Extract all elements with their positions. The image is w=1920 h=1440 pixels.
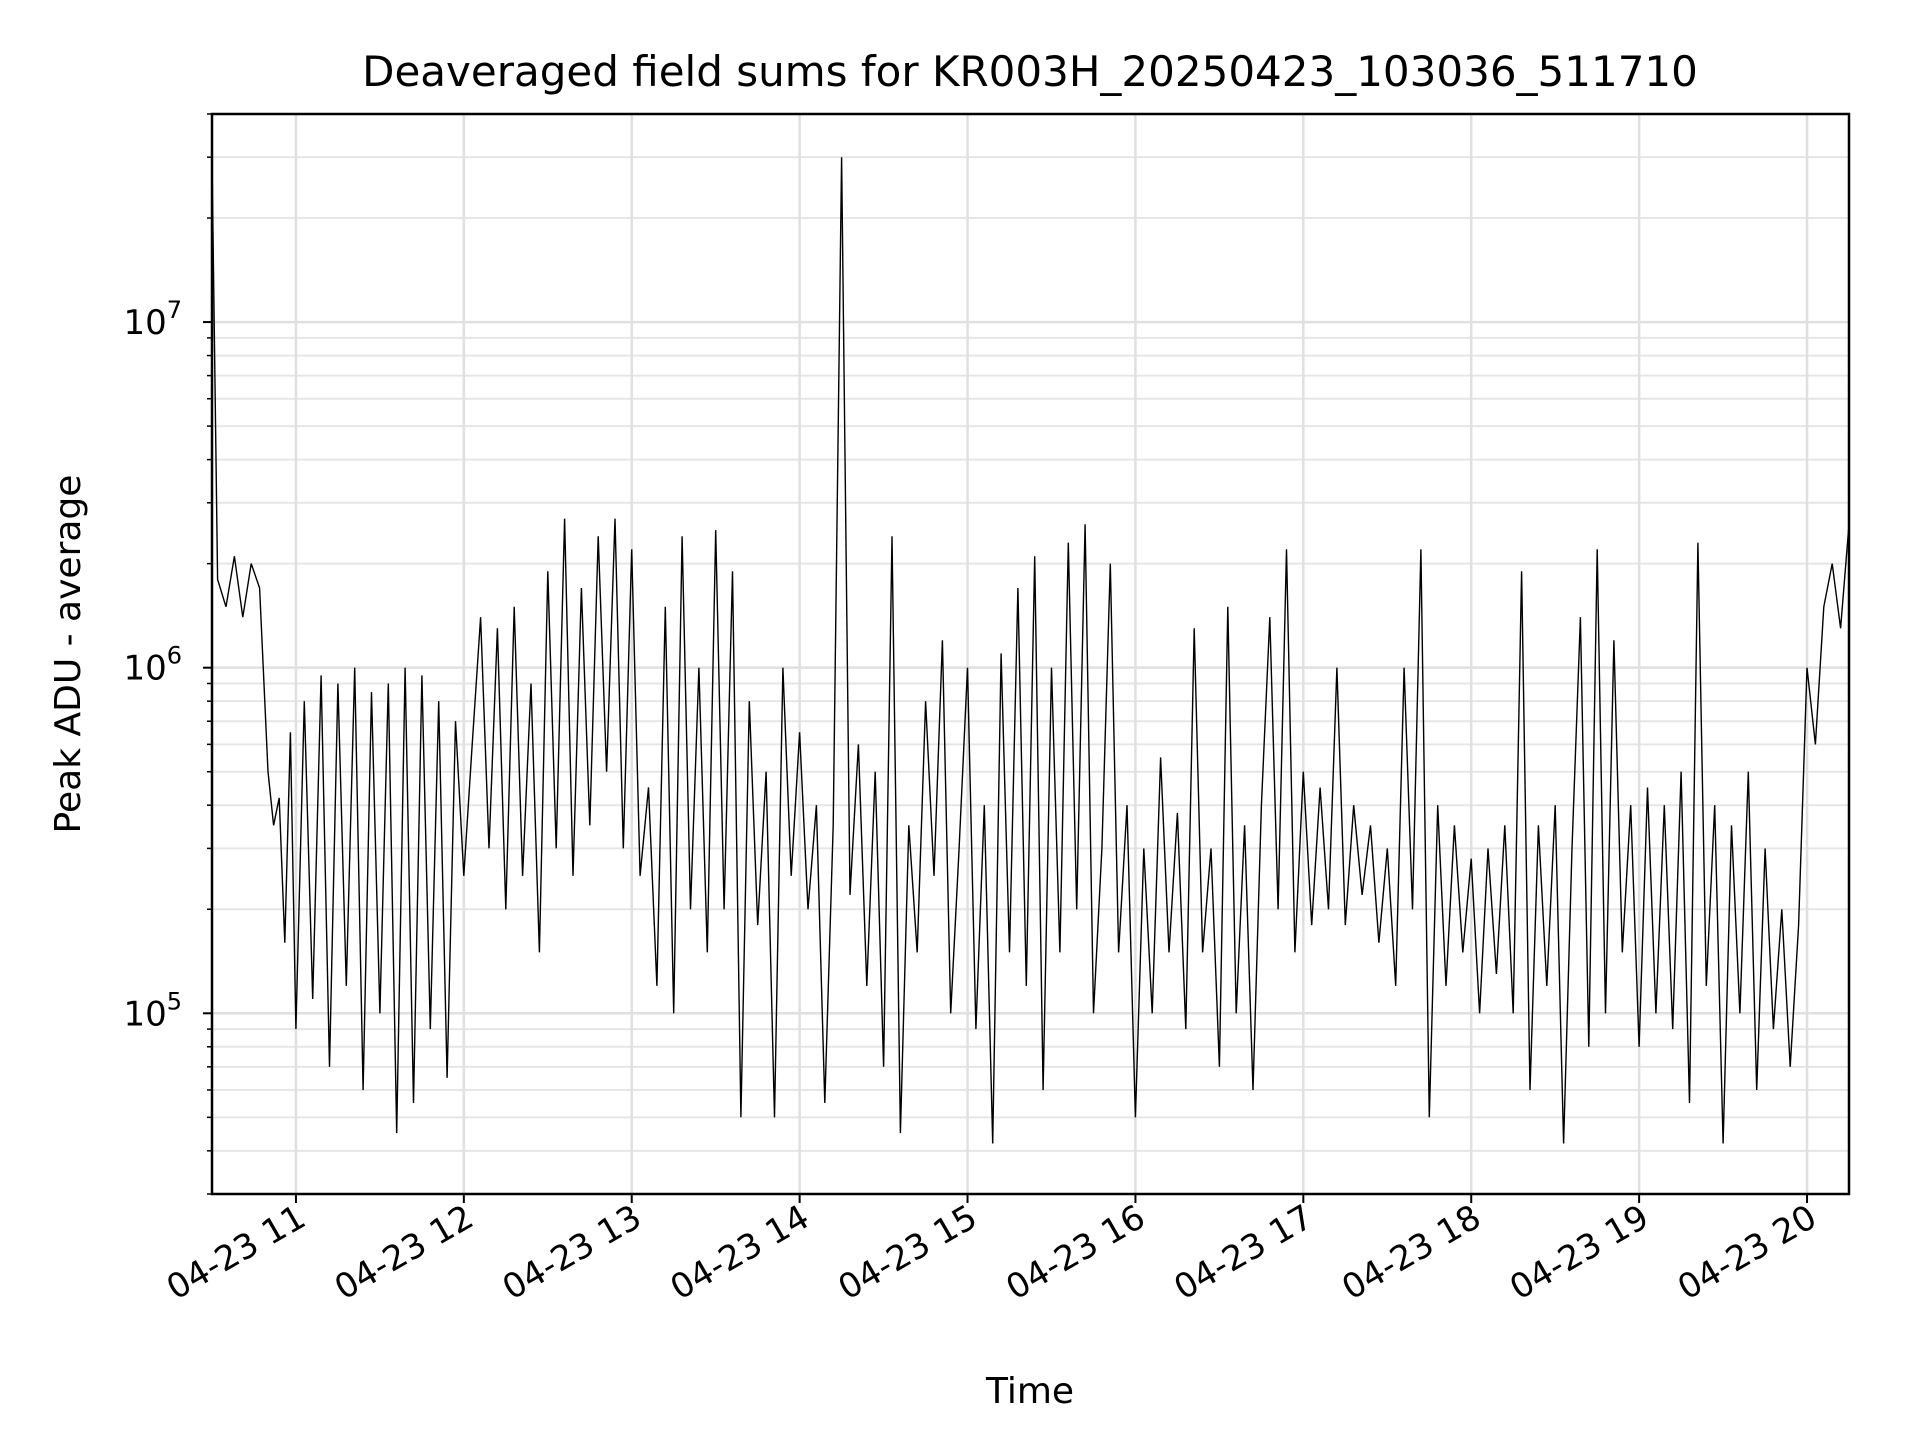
chart-title: Deaveraged field sums for KR003H_2025042…: [362, 47, 1698, 96]
y-tick-label: 107: [123, 296, 182, 343]
y-axis-label: Peak ADU - average: [48, 475, 89, 834]
y-tick-label: 106: [123, 642, 182, 689]
data-series: [211, 157, 1850, 1144]
y-tick-label: 105: [123, 987, 182, 1034]
major-gridlines: [212, 114, 1849, 1194]
x-axis-label: Time: [985, 1371, 1074, 1412]
y-axis-ticks: 105 106 107: [123, 113, 212, 1195]
plot-frame: [210, 112, 1851, 1196]
series-line: [211, 157, 1850, 1144]
plot-area: [212, 114, 1849, 1194]
